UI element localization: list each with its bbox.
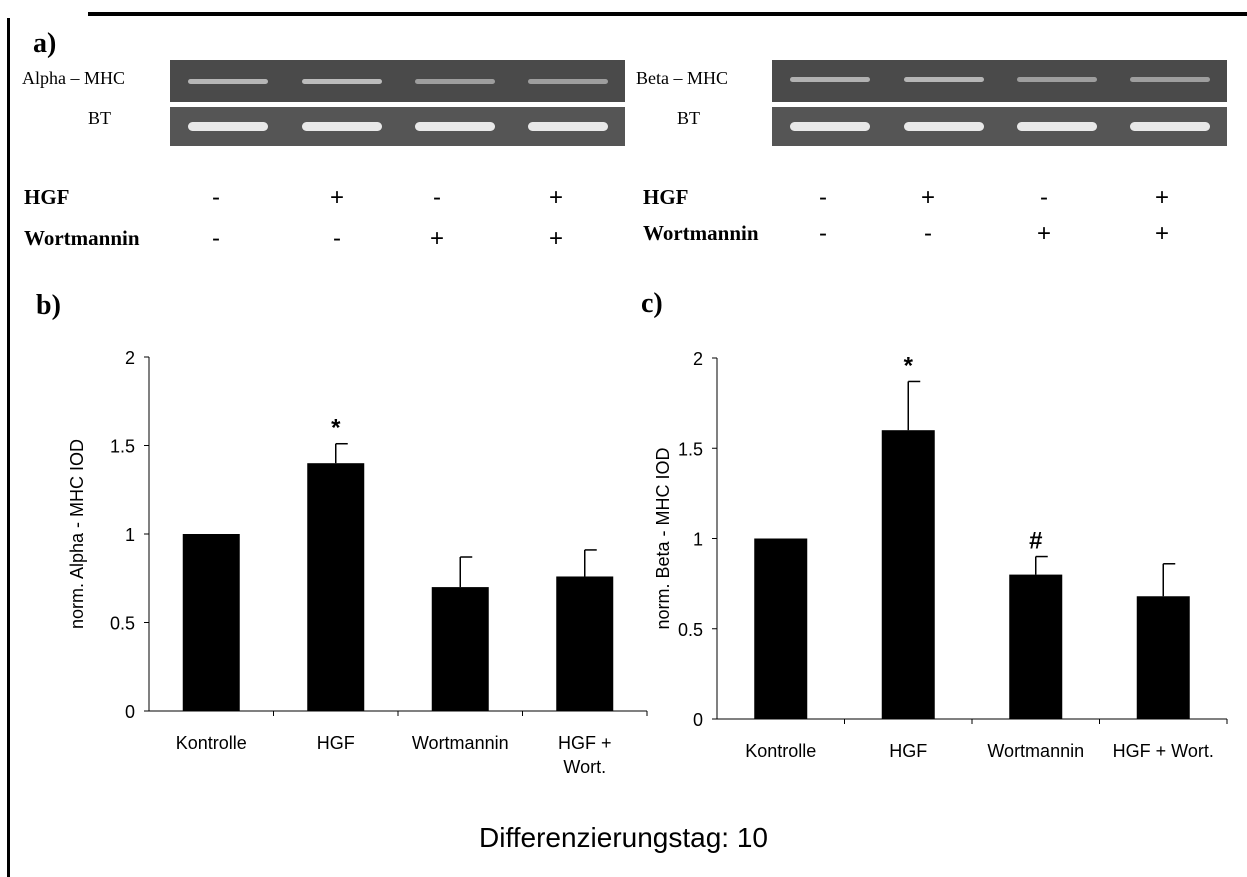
left-hgf-sign-4: + <box>548 184 563 211</box>
right-hgf-sign-1: - <box>819 184 827 211</box>
left-hgf-label: HGF <box>24 185 70 209</box>
right-hgf-sign-4: + <box>1154 184 1169 211</box>
bar-4 <box>1136 596 1190 719</box>
left-blot-bottom-label: BT <box>88 108 112 128</box>
alpha-mhc-bar-chart: norm. Alpha - MHC IOD 0 0.5 1 1.5 2 Kontrolle *… <box>67 348 648 777</box>
footer-caption: Differenzierungstag: 10 <box>479 822 768 853</box>
left-wortmannin-label: Wortmannin <box>24 226 140 250</box>
right-wort-sign-3: + <box>1036 220 1051 247</box>
x-category-label-4: HGF + Wort. <box>1113 741 1214 761</box>
frame-left-border <box>7 18 10 877</box>
right-hgf-label: HGF <box>643 185 689 209</box>
x-category-label-1: Kontrolle <box>745 741 816 761</box>
y-tick-label: 2 <box>125 348 135 368</box>
left-alpha-band-1 <box>188 79 268 84</box>
left-alpha-band-3 <box>415 79 495 84</box>
bar-3 <box>431 587 489 711</box>
right-wort-sign-2: - <box>924 220 932 247</box>
x-category-label-1: Kontrolle <box>176 733 247 753</box>
left-alpha-band-4 <box>528 79 608 84</box>
y-tick-label: 1 <box>125 525 135 545</box>
x-category-label-4: Wort. <box>563 757 606 777</box>
bar-3 <box>1009 574 1063 719</box>
right-hgf-sign-2: + <box>920 184 935 211</box>
x-category-label-3: Wortmannin <box>412 733 509 753</box>
right-beta-band-3 <box>1017 77 1097 82</box>
left-alpha-band-2 <box>302 79 382 84</box>
significance-marker-2: * <box>904 352 914 379</box>
right-hgf-sign-3: - <box>1040 184 1048 211</box>
y-tick-label: 0 <box>693 710 703 730</box>
right-blot-top-label: Beta – MHC <box>636 68 728 88</box>
left-wort-sign-1: - <box>212 225 220 252</box>
y-tick-label: 1.5 <box>110 437 135 457</box>
bar-2 <box>881 430 935 719</box>
y-tick-label: 0.5 <box>678 620 703 640</box>
panel-label-a: a) <box>33 28 57 59</box>
left-hgf-sign-1: - <box>212 184 220 211</box>
frame-top-border <box>88 12 1247 16</box>
right-wort-sign-1: - <box>819 220 827 247</box>
left-bt-band-4 <box>528 122 608 131</box>
right-bt-band-3 <box>1017 122 1097 131</box>
bar-4 <box>556 576 614 711</box>
x-category-label-2: HGF <box>317 733 355 753</box>
left-bt-band-2 <box>302 122 382 131</box>
right-beta-band-2 <box>904 77 984 82</box>
panel-label-c: c) <box>641 288 663 319</box>
bar-1 <box>182 534 240 711</box>
left-bt-band-1 <box>188 122 268 131</box>
left-gel-image <box>170 60 625 146</box>
right-bt-band-4 <box>1130 122 1210 131</box>
right-bt-band-2 <box>904 122 984 131</box>
right-wort-sign-4: + <box>1154 220 1169 247</box>
right-blot-bottom-label: BT <box>677 108 701 128</box>
left-hgf-sign-3: - <box>433 184 441 211</box>
left-bt-band-3 <box>415 122 495 131</box>
y-axis-label: norm. Beta - MHC IOD <box>653 447 673 629</box>
right-beta-band-4 <box>1130 77 1210 82</box>
beta-mhc-bar-chart: norm. Beta - MHC IOD 0 0.5 1 1.5 2 Kontrolle * H… <box>653 349 1228 761</box>
y-tick-label: 1 <box>693 530 703 550</box>
y-tick-label: 0.5 <box>110 614 135 634</box>
left-wort-sign-3: + <box>429 225 444 252</box>
panel-label-b: b) <box>36 290 61 321</box>
bar-1 <box>754 538 808 719</box>
significance-marker-3: # <box>1029 528 1042 555</box>
y-tick-label: 0 <box>125 702 135 722</box>
left-blot-top-label: Alpha – MHC <box>22 68 125 88</box>
x-category-label-3: Wortmannin <box>987 741 1084 761</box>
bar-2 <box>307 463 365 711</box>
right-wortmannin-label: Wortmannin <box>643 221 759 245</box>
x-category-label-4: HGF + <box>558 733 612 753</box>
x-category-label-2: HGF <box>889 741 927 761</box>
left-wort-sign-2: - <box>333 225 341 252</box>
right-gel-image <box>772 60 1227 146</box>
y-tick-label: 2 <box>693 349 703 369</box>
left-hgf-sign-2: + <box>329 184 344 211</box>
right-bt-band-1 <box>790 122 870 131</box>
right-beta-band-1 <box>790 77 870 82</box>
left-wort-sign-4: + <box>548 225 563 252</box>
y-axis-label: norm. Alpha - MHC IOD <box>67 439 87 629</box>
y-tick-label: 1.5 <box>678 439 703 459</box>
significance-marker-2: * <box>331 415 341 442</box>
